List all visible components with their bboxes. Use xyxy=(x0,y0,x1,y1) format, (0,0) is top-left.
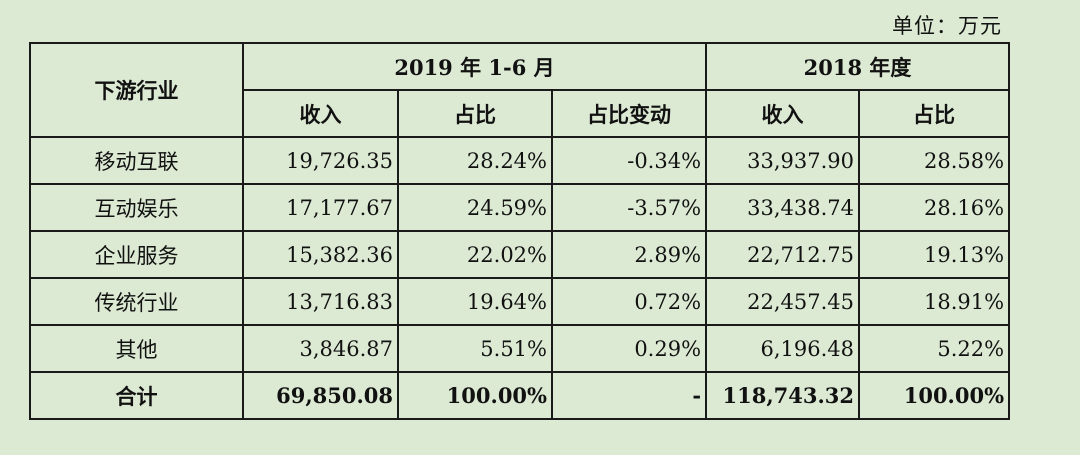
share-2018-cell: 28.16% xyxy=(858,183,1011,232)
share-2019-cell: 19.64% xyxy=(397,277,553,326)
share-2018-cell: 18.91% xyxy=(858,277,1011,326)
header-row-1: 下游行业 2019 年 1-6 月 2018 年度 xyxy=(29,42,1011,138)
unit-label: 单位：万元 xyxy=(892,14,1002,38)
total-revenue-2018: 118,743.32 xyxy=(705,371,861,420)
col-header-share-change: 占比变动 xyxy=(550,89,708,138)
total-label: 合计 xyxy=(29,371,244,420)
revenue-2019-cell: 15,382.36 xyxy=(242,230,399,279)
total-share-change: - xyxy=(550,371,708,420)
revenue-2018-cell: 22,457.45 xyxy=(705,277,861,326)
col-header-share-2018: 占比 xyxy=(858,89,1011,138)
share-2018-cell: 5.22% xyxy=(858,324,1011,373)
period-2019h1-header: 2019 年 1-6 月 xyxy=(241,42,708,91)
table-row: 企业服务 15,382.36 22.02% 2.89% 22,712.75 19… xyxy=(29,230,1011,279)
revenue-2018-cell: 33,937.90 xyxy=(705,136,861,185)
industry-name: 传统行业 xyxy=(29,277,244,326)
total-row: 合计 69,850.08 100.00% - 118,743.32 100.00… xyxy=(29,371,1011,420)
revenue-2019-cell: 3,846.87 xyxy=(242,324,399,373)
industry-name: 其他 xyxy=(29,324,244,373)
revenue-table: 下游行业 2019 年 1-6 月 2018 年度 收入 占比 占比变动 收入 … xyxy=(29,42,1011,420)
industry-name: 互动娱乐 xyxy=(29,183,244,232)
industry-header: 下游行业 xyxy=(29,42,244,138)
share-2019-cell: 28.24% xyxy=(397,136,553,185)
table-row: 传统行业 13,716.83 19.64% 0.72% 22,457.45 18… xyxy=(29,277,1011,326)
industry-name: 企业服务 xyxy=(29,230,244,279)
total-revenue-2019: 69,850.08 xyxy=(242,371,399,420)
col-header-revenue-2018: 收入 xyxy=(705,89,861,138)
share-change-cell: -0.34% xyxy=(550,136,708,185)
share-2018-cell: 28.58% xyxy=(858,136,1011,185)
total-share-2019: 100.00% xyxy=(397,371,553,420)
revenue-2018-cell: 6,196.48 xyxy=(705,324,861,373)
revenue-2019-cell: 19,726.35 xyxy=(242,136,399,185)
table-row: 移动互联 19,726.35 28.24% -0.34% 33,937.90 2… xyxy=(29,136,1011,185)
revenue-2018-cell: 33,438.74 xyxy=(705,183,861,232)
industry-name: 移动互联 xyxy=(29,136,244,185)
share-2019-cell: 5.51% xyxy=(397,324,553,373)
share-change-cell: 0.29% xyxy=(550,324,708,373)
table-row: 互动娱乐 17,177.67 24.59% -3.57% 33,438.74 2… xyxy=(29,183,1011,232)
share-2019-cell: 22.02% xyxy=(397,230,553,279)
period-2018-header: 2018 年度 xyxy=(705,42,1011,91)
total-share-2018: 100.00% xyxy=(858,371,1011,420)
table-row: 其他 3,846.87 5.51% 0.29% 6,196.48 5.22% xyxy=(29,324,1011,373)
share-change-cell: 2.89% xyxy=(550,230,708,279)
share-2019-cell: 24.59% xyxy=(397,183,553,232)
col-header-share-2019: 占比 xyxy=(397,89,553,138)
revenue-2019-cell: 17,177.67 xyxy=(242,183,399,232)
header-row-2: 收入 占比 占比变动 收入 占比 xyxy=(30,89,1011,138)
revenue-2018-cell: 22,712.75 xyxy=(705,230,861,279)
col-header-revenue-2019: 收入 xyxy=(242,89,399,138)
revenue-2019-cell: 13,716.83 xyxy=(242,277,399,326)
share-2018-cell: 19.13% xyxy=(858,230,1011,279)
share-change-cell: 0.72% xyxy=(550,277,708,326)
share-change-cell: -3.57% xyxy=(550,183,708,232)
